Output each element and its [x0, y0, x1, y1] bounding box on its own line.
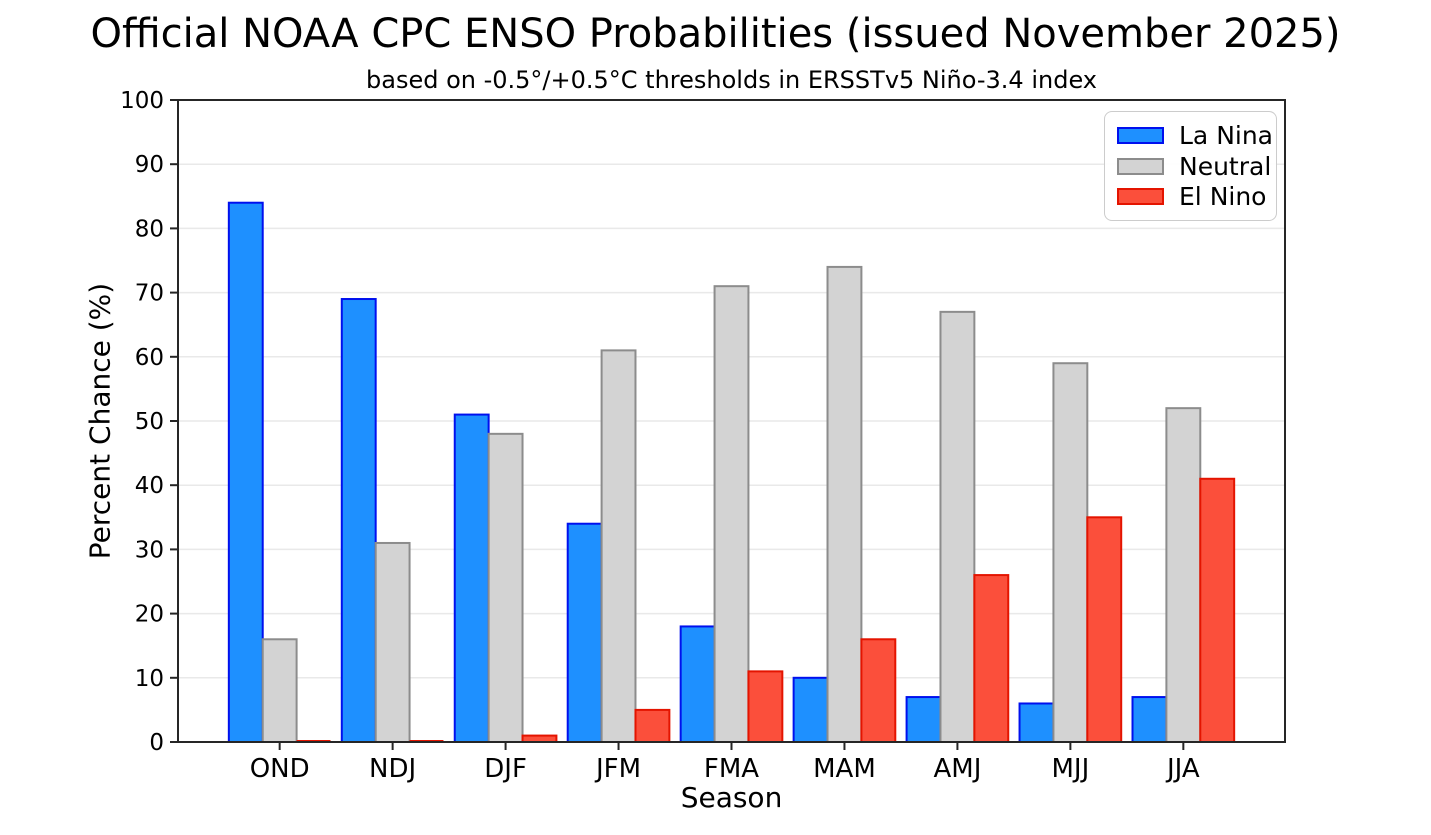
- x-tick-label-MAM: MAM: [813, 754, 876, 784]
- neutral-swatch-icon: [1117, 157, 1164, 175]
- y-tick-label: 90: [135, 152, 164, 178]
- bar-el-nino-JFM: [634, 708, 671, 744]
- y-axis-label: Percent Chance (%): [83, 282, 117, 560]
- bar-neutral-FMA: [713, 285, 750, 743]
- y-tick-label: 100: [120, 88, 164, 114]
- x-tick-label-NDJ: NDJ: [369, 754, 416, 784]
- x-tick-label-OND: OND: [250, 754, 310, 784]
- bar-neutral-MJJ: [1052, 362, 1089, 743]
- legend-label-el-nino: El Nino: [1179, 182, 1267, 212]
- y-tick-label: 50: [135, 409, 164, 435]
- la-nina-swatch-icon: [1117, 126, 1164, 144]
- y-tick-label: 0: [149, 730, 164, 756]
- y-tick-label: 40: [135, 473, 164, 499]
- x-tick-label-MJJ: MJJ: [1051, 754, 1089, 784]
- y-tick-label: 80: [135, 216, 164, 242]
- legend-label-la-nina: La Nina: [1179, 120, 1274, 150]
- bar-neutral-JFM: [600, 349, 637, 743]
- legend: La Nina Neutral El Nino: [1104, 111, 1277, 221]
- chart-subtitle: based on -0.5°/+0.5°C thresholds in ERSS…: [366, 66, 1097, 94]
- bar-el-nino-JJA: [1199, 477, 1236, 743]
- x-tick-label-AMJ: AMJ: [933, 754, 981, 784]
- bar-neutral-MAM: [826, 265, 863, 743]
- bar-el-nino-FMA: [747, 670, 784, 744]
- legend-item-neutral: Neutral: [1117, 154, 1271, 179]
- el-nino-swatch-icon: [1117, 188, 1164, 206]
- bar-la-nina-AMJ: [905, 696, 942, 743]
- bar-la-nina-OND: [227, 201, 264, 744]
- x-axis-label: Season: [680, 781, 783, 814]
- bar-la-nina-JJA: [1131, 696, 1168, 743]
- bar-neutral-JJA: [1165, 407, 1202, 743]
- x-tick-label-FMA: FMA: [704, 754, 759, 784]
- bar-la-nina-JFM: [566, 522, 603, 743]
- x-tick-label-DJF: DJF: [484, 754, 527, 784]
- legend-item-el-nino: El Nino: [1117, 182, 1267, 212]
- bar-la-nina-NDJ: [340, 298, 377, 743]
- bar-el-nino-MJJ: [1086, 516, 1123, 743]
- y-tick-label: 70: [135, 281, 164, 307]
- bar-neutral-DJF: [487, 432, 524, 743]
- bar-el-nino-MAM: [860, 638, 897, 744]
- y-tick-label: 60: [135, 345, 164, 371]
- bar-neutral-NDJ: [374, 541, 411, 743]
- y-tick-label: 20: [135, 602, 164, 628]
- legend-label-neutral: Neutral: [1179, 151, 1272, 181]
- y-tick-label: 30: [135, 537, 164, 563]
- bar-la-nina-FMA: [679, 625, 716, 743]
- y-tick-label: 10: [135, 666, 164, 692]
- bar-la-nina-MAM: [792, 676, 829, 743]
- x-tick-label-JFM: JFM: [594, 754, 641, 784]
- bar-el-nino-AMJ: [973, 574, 1010, 744]
- bar-neutral-OND: [261, 638, 298, 744]
- legend-item-la-nina: La Nina: [1117, 123, 1273, 148]
- bar-neutral-AMJ: [939, 310, 976, 743]
- bar-la-nina-DJF: [453, 413, 490, 743]
- chart-title: Official NOAA CPC ENSO Probabilities (is…: [90, 11, 1341, 57]
- x-tick-label-JJA: JJA: [1165, 754, 1200, 784]
- bar-la-nina-MJJ: [1018, 702, 1055, 743]
